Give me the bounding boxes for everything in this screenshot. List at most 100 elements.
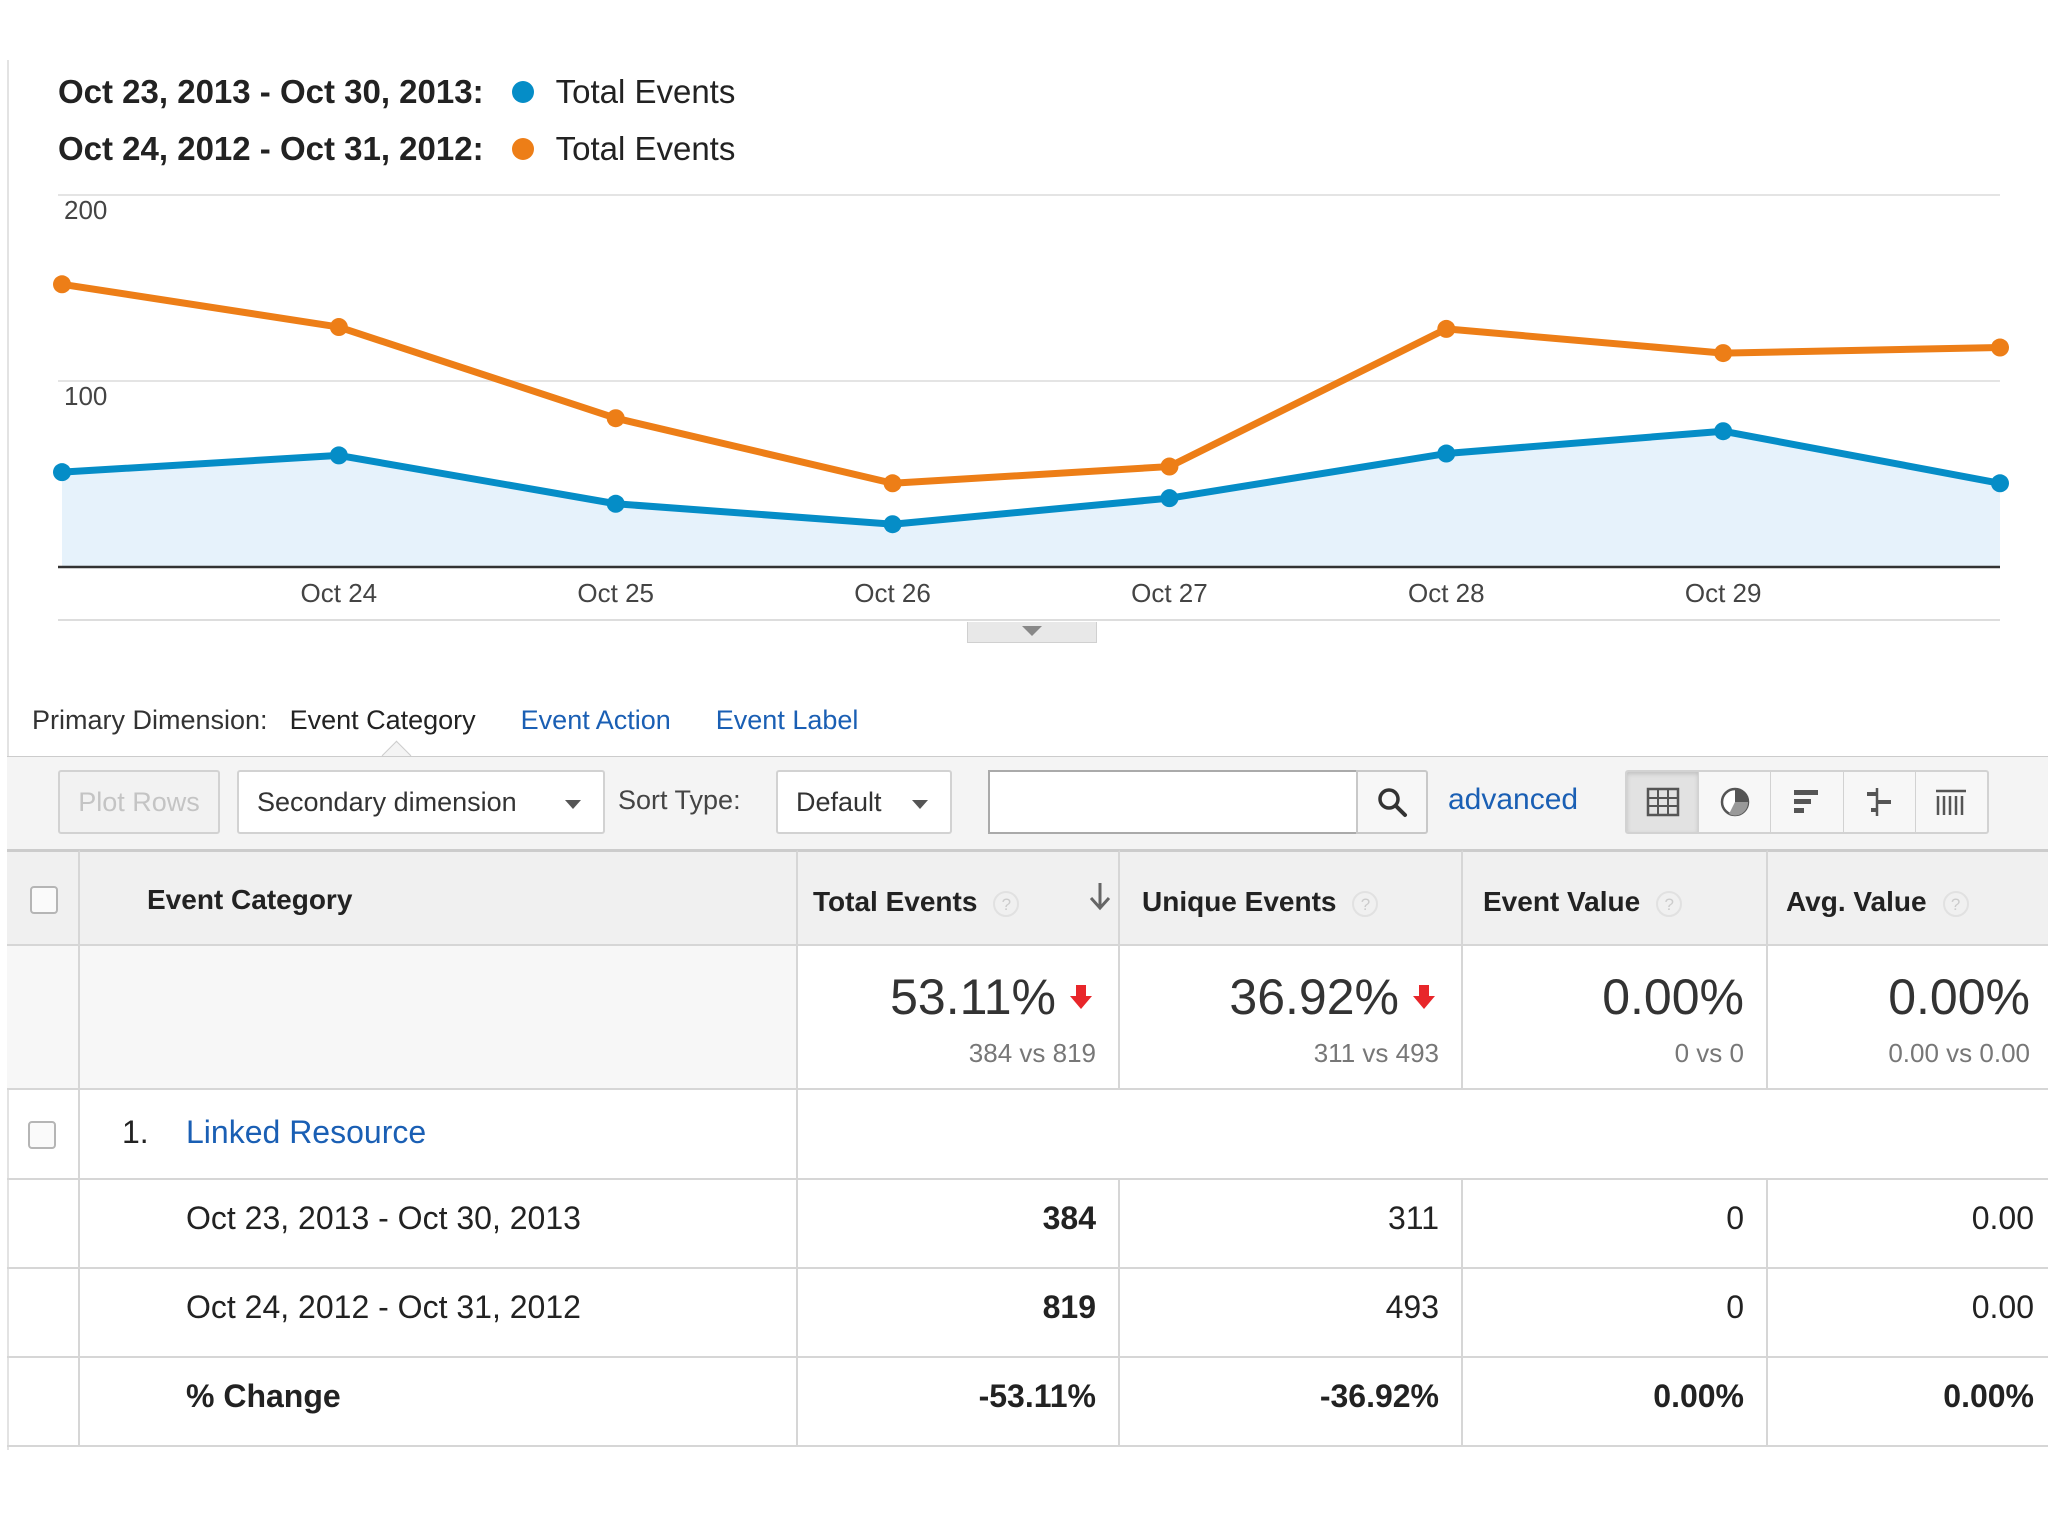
sort-type-label: Sort Type: — [618, 785, 741, 815]
data-point-current — [883, 515, 902, 534]
header-event-value-label: Event Value — [1483, 886, 1641, 917]
pie-view-button[interactable] — [1699, 772, 1772, 832]
header-event-category-label: Event Category — [147, 884, 353, 915]
summary-total-events-note: 384 vs 819 — [968, 1038, 1096, 1068]
secondary-dimension-label: Secondary dimension — [257, 786, 517, 817]
data-point-previous — [606, 409, 625, 428]
data-point-current — [1714, 422, 1733, 441]
view-switcher — [1625, 770, 1989, 834]
data-point-previous — [1160, 457, 1179, 476]
summary-event-value-pct: 0.00% — [1602, 969, 1744, 1025]
header-unique-events[interactable]: Unique Events? — [1120, 850, 1463, 946]
x-tick-label: Oct 26 — [854, 578, 931, 608]
subrow-1-event-value: 0 — [1726, 1200, 1744, 1236]
subrow-1-total-events: 384 — [1042, 1200, 1096, 1236]
sort-type-value: Default — [796, 786, 882, 817]
subrow-3-avg-value: 0.00% — [1943, 1378, 2034, 1414]
header-event-category[interactable]: Event Category — [80, 850, 798, 946]
sort-descending-icon[interactable] — [1088, 880, 1112, 912]
x-tick-label: Oct 28 — [1408, 578, 1485, 608]
table-view-button[interactable] — [1627, 772, 1700, 832]
series-area-current — [62, 431, 2000, 567]
subrow-1-label: Oct 23, 2013 - Oct 30, 2013 — [186, 1200, 581, 1236]
search-button[interactable] — [1356, 770, 1428, 834]
header-unique-events-label: Unique Events — [1142, 886, 1337, 917]
header-avg-value[interactable]: Avg. Value? — [1768, 850, 2048, 946]
primary-dimension-event-label[interactable]: Event Label — [715, 704, 859, 735]
subrow-2-unique-events: 493 — [1385, 1289, 1439, 1325]
summary-unique-events-note: 311 vs 493 — [1313, 1038, 1439, 1068]
help-icon[interactable]: ? — [1352, 890, 1379, 917]
dropdown-arrow-icon — [912, 800, 928, 809]
help-icon[interactable]: ? — [1656, 890, 1683, 917]
y-tick-label: 200 — [64, 195, 107, 225]
subrow-cell-avg-value: 0.00% — [1768, 1358, 2048, 1447]
plot-rows-button[interactable]: Plot Rows — [58, 770, 220, 834]
subrow-2-label: Oct 24, 2012 - Oct 31, 2012 — [186, 1289, 581, 1325]
legend-row-previous: Oct 24, 2012 - Oct 31, 2012: Total Event… — [58, 129, 735, 169]
comparison-view-button[interactable] — [1844, 772, 1916, 832]
subrow-1-unique-events: 311 — [1387, 1200, 1439, 1236]
data-point-current — [1991, 474, 2009, 493]
subrow-cell-unique-events: 311 — [1120, 1180, 1463, 1269]
summary-unique-events: 36.92% 311 vs 493 — [1120, 946, 1463, 1090]
subrow-3-unique-events: -36.92% — [1319, 1378, 1439, 1414]
performance-view-button[interactable] — [1771, 772, 1844, 832]
data-point-current — [606, 494, 625, 513]
legend-dot-previous — [511, 138, 534, 160]
frame-left-border — [7, 60, 9, 1450]
subrow-cell-label: % Change — [80, 1358, 798, 1447]
subrow-1-avg-value: 0.00 — [1971, 1200, 2034, 1236]
sort-type-dropdown[interactable]: Default — [776, 770, 952, 834]
advanced-filter-link[interactable]: advanced — [1448, 783, 1579, 816]
comparison-view-icon — [1867, 788, 1892, 816]
select-all-checkbox[interactable] — [30, 886, 58, 914]
help-icon[interactable]: ? — [993, 890, 1020, 917]
header-total-events[interactable]: Total Events? — [798, 850, 1120, 946]
table-row: 1. Linked Resource — [80, 1090, 798, 1180]
table-search-input[interactable] — [988, 770, 1358, 834]
chart-collapse-tab[interactable] — [967, 622, 1097, 643]
x-tick-label: Oct 27 — [1131, 578, 1208, 608]
subrow-spacer-cell — [7, 1269, 80, 1358]
row-checkbox[interactable] — [28, 1121, 56, 1149]
legend-series-current: Total Events — [555, 73, 736, 110]
x-tick-label: Oct 25 — [577, 578, 654, 608]
primary-dimension-bar: Primary Dimension: Event Category Event … — [32, 700, 903, 740]
down-arrow-icon — [1070, 985, 1092, 1009]
data-point-current — [1437, 444, 1456, 463]
header-total-events-label: Total Events — [813, 886, 978, 917]
legend-range-previous: Oct 24, 2012 - Oct 31, 2012: — [58, 130, 484, 167]
subrow-cell-event-value: 0 — [1463, 1269, 1768, 1358]
secondary-dimension-dropdown[interactable]: Secondary dimension — [237, 770, 605, 834]
summary-avg-value-pct: 0.00% — [1888, 969, 2030, 1025]
series-line-previous — [58, 280, 2004, 487]
row-link-linked-resource[interactable]: Linked Resource — [186, 1114, 427, 1150]
summary-event-value-note: 0 vs 0 — [1674, 1038, 1744, 1068]
data-point-current — [329, 446, 348, 465]
legend-series-previous: Total Events — [555, 130, 736, 167]
data-table: Event Category Total Events? Unique Even… — [7, 850, 2048, 1447]
summary-unique-events-pct: 36.92% — [1229, 969, 1399, 1025]
subrow-3-label: % Change — [186, 1378, 341, 1414]
x-tick-label: Oct 24 — [301, 578, 378, 608]
row-checkbox-cell — [7, 1090, 80, 1180]
table-view-icon — [1646, 787, 1679, 817]
header-event-value[interactable]: Event Value? — [1463, 850, 1768, 946]
data-point-current — [53, 463, 71, 482]
subrow-cell-event-value: 0 — [1463, 1180, 1768, 1269]
summary-avg-value-note: 0.00 vs 0.00 — [1888, 1038, 2030, 1068]
subrow-cell-avg-value: 0.00 — [1768, 1269, 2048, 1358]
header-checkbox-cell — [7, 850, 80, 946]
subrow-cell-label: Oct 24, 2012 - Oct 31, 2012 — [80, 1269, 798, 1358]
primary-dimension-event-action[interactable]: Event Action — [520, 704, 671, 735]
pivot-view-button[interactable] — [1916, 772, 1987, 832]
header-avg-value-label: Avg. Value — [1786, 886, 1927, 917]
subrow-3-total-events: -53.11% — [978, 1378, 1096, 1414]
data-point-previous — [53, 275, 71, 294]
data-point-previous — [883, 474, 902, 493]
y-tick-label: 100 — [64, 381, 107, 411]
help-icon[interactable]: ? — [1942, 890, 1969, 917]
data-point-previous — [1991, 338, 2009, 357]
row-empty-values — [798, 1090, 2048, 1180]
